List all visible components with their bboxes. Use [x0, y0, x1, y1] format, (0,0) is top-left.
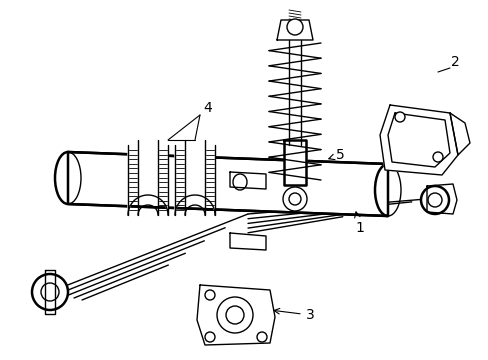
Circle shape [283, 187, 306, 211]
Text: 4: 4 [203, 101, 212, 115]
Polygon shape [229, 172, 265, 189]
Circle shape [217, 297, 252, 333]
Polygon shape [68, 152, 387, 216]
Circle shape [32, 274, 68, 310]
Text: 2: 2 [450, 55, 458, 69]
Polygon shape [45, 270, 55, 314]
Polygon shape [197, 285, 274, 345]
Polygon shape [128, 145, 168, 215]
Circle shape [427, 193, 441, 207]
Circle shape [432, 152, 442, 162]
Text: 3: 3 [273, 308, 314, 322]
Circle shape [286, 19, 303, 35]
Circle shape [288, 193, 301, 205]
Polygon shape [229, 233, 265, 250]
Circle shape [204, 332, 215, 342]
Polygon shape [276, 20, 312, 40]
Circle shape [225, 306, 244, 324]
Circle shape [41, 283, 59, 301]
Circle shape [257, 332, 266, 342]
Circle shape [420, 186, 448, 214]
Polygon shape [284, 140, 305, 185]
Text: 1: 1 [354, 212, 364, 235]
Circle shape [204, 290, 215, 300]
Polygon shape [387, 113, 449, 167]
Polygon shape [426, 184, 456, 214]
Circle shape [394, 112, 404, 122]
Polygon shape [449, 113, 469, 155]
Text: 5: 5 [328, 148, 344, 162]
Polygon shape [379, 105, 457, 175]
Polygon shape [175, 145, 215, 215]
